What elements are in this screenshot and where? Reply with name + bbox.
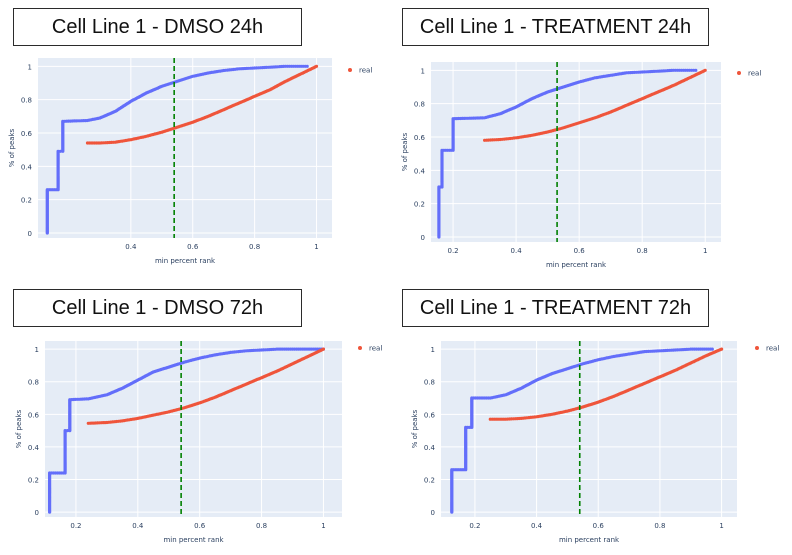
data-point [63, 429, 67, 433]
x-tick-label: 0.8 [249, 243, 260, 251]
plot-area [441, 341, 737, 517]
x-tick-label: 0.4 [132, 522, 144, 530]
y-tick-label: 0.8 [414, 101, 425, 109]
x-tick-label: 0.2 [469, 522, 480, 530]
legend-marker-real [755, 346, 759, 350]
scatter-plot-dmso-24h: 0 0.2 0.4 0.6 0.8 1 0.4 0.6 0.8 1 min percent rank… [8, 58, 372, 265]
data-point [65, 429, 69, 433]
chart-panel-dmso-72h: Cell Line 1 - DMSO 72h 0 0.2 0.4 0.6 0.8 1 0.2… [0, 281, 396, 555]
y-tick-label: 1 [431, 346, 435, 354]
x-tick-label: 0.2 [447, 247, 458, 255]
legend-marker-real [358, 346, 362, 350]
legend-label: real [748, 70, 761, 78]
data-point [58, 149, 63, 153]
x-tick-label: 1 [314, 243, 318, 251]
data-point [314, 64, 319, 68]
y-tick-label: 0.2 [424, 477, 435, 485]
panel-title: Cell Line 1 - DMSO 72h [13, 289, 302, 327]
data-point [703, 68, 707, 72]
chart-panel-treatment-24h: Cell Line 1 - TREATMENT 24h 0 0.2 0.4 0.6 0.… [389, 0, 785, 274]
data-point [305, 64, 309, 68]
x-axis-label: min percent rank [163, 536, 224, 544]
y-tick-label: 0.2 [28, 477, 39, 485]
data-point [321, 347, 325, 351]
y-tick-label: 0.2 [414, 201, 425, 209]
scatter-plot-treatment-72h: 0 0.2 0.4 0.6 0.8 1 0.2 0.4 0.6 0.8 1 min percent r… [411, 341, 779, 544]
x-tick-label: 0.4 [531, 522, 543, 530]
series-unlabeled [450, 347, 714, 514]
panel-title: Cell Line 1 - TREATMENT 72h [402, 289, 709, 327]
y-tick-label: 0.6 [28, 411, 40, 419]
panel-title: Cell Line 1 - DMSO 24h [13, 8, 302, 46]
x-tick-label: 0.6 [593, 522, 605, 530]
y-tick-label: 0.8 [21, 97, 32, 105]
x-tick-label: 1 [719, 522, 723, 530]
plot-area [45, 341, 342, 517]
data-point [720, 347, 724, 351]
series-real [86, 347, 325, 425]
y-tick-label: 0.6 [21, 130, 33, 138]
panel-title: Cell Line 1 - TREATMENT 24h [402, 8, 709, 46]
y-axis-label: % of peaks [411, 409, 419, 448]
x-tick-label: 0.4 [511, 247, 523, 255]
y-axis-label: % of peaks [8, 128, 16, 167]
x-tick-label: 0.4 [125, 243, 137, 251]
plot-area [38, 58, 332, 238]
x-axis-label: min percent rank [546, 261, 607, 269]
x-tick-label: 0.6 [194, 522, 206, 530]
x-axis-label: min percent rank [155, 257, 216, 265]
y-axis-label: % of peaks [401, 132, 409, 171]
x-tick-label: 0.6 [574, 247, 586, 255]
plot-area [431, 62, 721, 242]
series-real [85, 64, 319, 145]
series-unlabeled [48, 347, 325, 514]
data-point [694, 68, 698, 72]
y-tick-label: 0.4 [28, 444, 40, 452]
legend-marker-real [348, 68, 352, 72]
y-tick-label: 0.4 [414, 167, 426, 175]
legend-label: real [369, 345, 382, 353]
y-tick-label: 1 [421, 67, 425, 75]
legend-label: real [766, 345, 779, 353]
series-real [488, 347, 724, 421]
y-tick-label: 1 [28, 63, 32, 71]
y-tick-label: 1 [35, 346, 39, 354]
x-axis-label: min percent rank [559, 536, 620, 544]
chart-panel-dmso-24h: Cell Line 1 - DMSO 24h 0 0.2 0.4 0.6 0.8 1 0.4… [0, 0, 396, 274]
legend-marker-real [737, 71, 741, 75]
data-point [710, 347, 714, 351]
legend-label: real [359, 67, 372, 75]
y-tick-label: 0 [28, 230, 32, 238]
scatter-plot-treatment-24h: 0 0.2 0.4 0.6 0.8 1 0.2 0.4 0.6 0.8 1 min percent r… [401, 62, 761, 269]
x-tick-label: 1 [703, 247, 707, 255]
series-unlabeled [437, 68, 698, 239]
y-tick-label: 0 [421, 234, 425, 242]
y-tick-label: 0.4 [21, 163, 33, 171]
x-tick-label: 0.6 [187, 243, 199, 251]
y-tick-label: 0.6 [424, 411, 436, 419]
chart-panel-treatment-72h: Cell Line 1 - TREATMENT 72h 0 0.2 0.4 0.6 0.… [389, 281, 785, 555]
series-real [483, 68, 707, 142]
y-axis-label: % of peaks [15, 409, 23, 448]
y-tick-label: 0.6 [414, 134, 426, 142]
y-tick-label: 0 [431, 509, 435, 517]
y-tick-label: 0.2 [21, 197, 32, 205]
y-tick-label: 0.8 [28, 379, 39, 387]
y-tick-label: 0.8 [424, 379, 435, 387]
x-tick-label: 0.8 [256, 522, 267, 530]
scatter-plot-dmso-72h: 0 0.2 0.4 0.6 0.8 1 0.2 0.4 0.6 0.8 1 min percent r… [15, 341, 382, 544]
y-tick-label: 0.4 [424, 444, 436, 452]
x-tick-label: 0.2 [70, 522, 81, 530]
x-tick-label: 1 [321, 522, 325, 530]
x-tick-label: 0.8 [654, 522, 665, 530]
y-tick-label: 0 [35, 509, 39, 517]
series-unlabeled [45, 64, 309, 235]
data-point [56, 149, 60, 153]
x-tick-label: 0.8 [637, 247, 648, 255]
